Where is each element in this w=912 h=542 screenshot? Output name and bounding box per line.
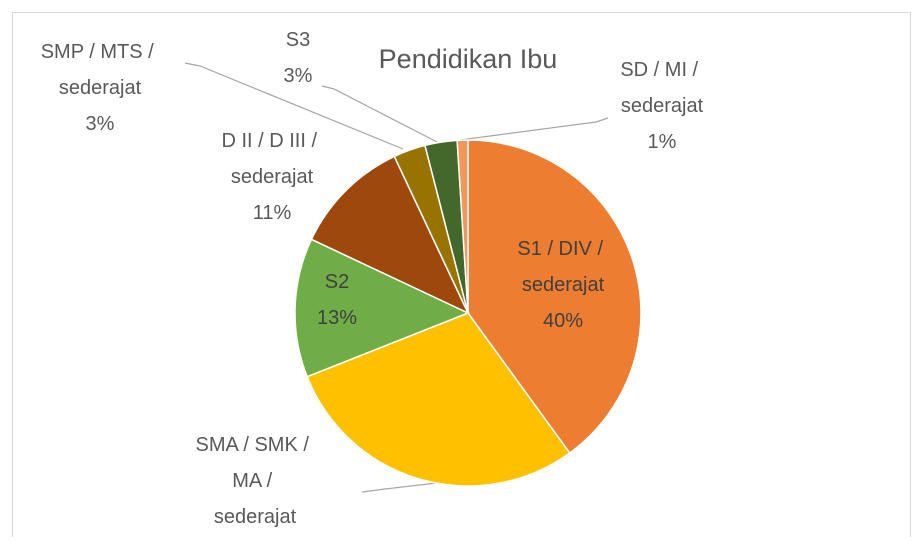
slice-label: SMP / MTS / sederajat [41,41,160,99]
slice-label: S3 [286,29,310,51]
leader-line [184,62,404,150]
slice-value-label: 3% [284,65,313,87]
pie-slice [306,312,571,487]
pie-slice [467,139,642,455]
slice-label: S1 / DIV / sederajat [517,238,608,296]
slice-label: S2 [325,271,349,293]
slice-value-label: 13% [317,307,357,329]
slice-value-label: 3% [86,113,115,135]
slice-value-label: 1% [648,131,677,153]
leader-line [459,117,609,141]
slice-label: SD / MI / sederajat [620,59,703,117]
slice-label: D II / D III / sederajat [221,130,322,188]
pie-slice [294,238,470,378]
slice-label: SMA / SMK / MA / sederajat [196,434,315,528]
leader-line [321,85,438,143]
slice-value-label: 11% [253,202,292,224]
pie-slice [456,139,469,314]
chart-title: Pendidikan Ibu [379,44,558,74]
pie-slice [310,155,470,315]
chart-border [12,12,911,542]
slice-value-label: 40% [543,310,583,332]
